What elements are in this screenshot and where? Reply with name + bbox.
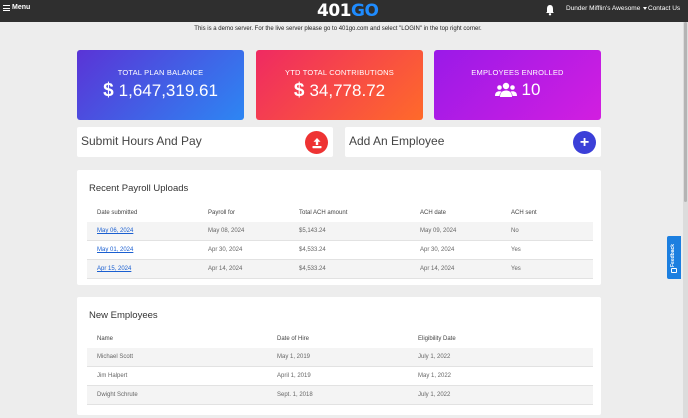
employees-enrolled-card: EMPLOYEES ENROLLED 10 (434, 50, 601, 120)
section-title: Recent Payroll Uploads (89, 183, 189, 194)
add-employee-label: Add An Employee (349, 134, 445, 148)
logo-text-401: 401 (317, 1, 352, 21)
table-row: Apr 15, 2024 Apr 14, 2024 $4,533.24 Apr … (87, 260, 593, 279)
payroll-for: Apr 30, 2024 (208, 247, 243, 253)
stat-title: YTD TOTAL CONTRIBUTIONS (285, 68, 394, 77)
eligibility-date: July 1, 2022 (418, 392, 451, 398)
ach-sent: Yes (511, 266, 521, 272)
table-row: May 01, 2024 Apr 30, 2024 $4,533.24 Apr … (87, 241, 593, 260)
section-title: New Employees (89, 310, 158, 321)
menu-button[interactable]: Menu (3, 4, 30, 11)
date-submitted-link[interactable]: Apr 15, 2024 (97, 266, 132, 272)
stat-value-row: $ 1,647,319.61 (77, 80, 244, 102)
submit-hours-label: Submit Hours And Pay (81, 134, 202, 148)
app-logo[interactable]: 401GO (317, 1, 379, 21)
stat-title: EMPLOYEES ENROLLED (471, 68, 564, 77)
scrollbar-thumb[interactable] (684, 22, 687, 202)
table-header: Date submitted Payroll for Total ACH amo… (87, 204, 593, 223)
stat-value: 10 (521, 80, 541, 99)
recent-payroll-uploads-card: Recent Payroll Uploads Date submitted Pa… (77, 170, 601, 285)
menu-label: Menu (12, 4, 31, 11)
eligibility-date: May 1, 2022 (418, 373, 452, 379)
logo-text-go: GO (351, 1, 379, 21)
table-row: Michael Scott May 1, 2019 July 1, 2022 (87, 348, 593, 367)
menu-icon (3, 4, 10, 11)
column-header: ACH sent (511, 210, 537, 216)
table-header: Name Date of Hire Eligibility Date (87, 330, 593, 349)
add-employee-card[interactable]: Add An Employee + (345, 127, 601, 157)
column-header: Date of Hire (277, 336, 310, 342)
total-plan-balance-card: TOTAL PLAN BALANCE $ 1,647,319.61 (77, 50, 244, 120)
add-employee-button[interactable]: + (573, 131, 596, 154)
top-navbar: Menu 401GO Dunder Mifflin's Awesome Cont… (0, 0, 688, 22)
new-employees-card: New Employees Name Date of Hire Eligibil… (77, 297, 601, 415)
column-header: Eligibility Date (418, 336, 456, 342)
column-header: ACH date (420, 210, 447, 216)
ach-amount: $4,533.24 (299, 266, 326, 272)
feedback-tab[interactable]: Feedback (667, 236, 681, 279)
ytd-contributions-card: YTD TOTAL CONTRIBUTIONS $ 34,778.72 (256, 50, 423, 120)
feedback-label: Feedback (670, 243, 676, 267)
employee-name: Dwight Schrute (97, 392, 138, 398)
company-label: Dunder Mifflin's Awesome (566, 5, 641, 12)
ach-date: May 09, 2024 (420, 228, 457, 234)
users-icon (494, 82, 517, 97)
ach-amount: $5,143.24 (299, 228, 326, 234)
payroll-for: Apr 14, 2024 (208, 266, 243, 272)
bell-icon[interactable] (545, 4, 555, 16)
feedback-icon (671, 268, 677, 273)
stat-value-row: $ 34,778.72 (256, 80, 423, 102)
dollar-icon: $ (103, 80, 114, 101)
column-header: Payroll for (208, 210, 236, 216)
table-row: Jim Halpert April 1, 2019 May 1, 2022 (87, 367, 593, 386)
hire-date: April 1, 2019 (277, 373, 311, 379)
plus-icon: + (579, 133, 590, 151)
hire-date: May 1, 2019 (277, 354, 311, 360)
table-row: Dwight Schrute Sept. 1, 2018 July 1, 202… (87, 386, 593, 405)
employee-name: Michael Scott (97, 354, 134, 360)
scrollbar-track[interactable] (683, 22, 688, 418)
column-header: Total ACH amount (299, 210, 348, 216)
column-header: Date submitted (97, 210, 138, 216)
ach-sent: No (511, 228, 519, 234)
stat-value-row: 10 (434, 80, 601, 100)
submit-hours-button[interactable] (305, 131, 328, 154)
chevron-down-icon (643, 6, 648, 10)
submit-hours-card[interactable]: Submit Hours And Pay (77, 127, 333, 157)
column-header: Name (97, 336, 114, 342)
stat-value: 1,647,319.61 (118, 81, 218, 100)
ach-amount: $4,533.24 (299, 247, 326, 253)
stat-title: TOTAL PLAN BALANCE (117, 68, 204, 77)
demo-server-notice: This is a demo server. For the live serv… (194, 26, 482, 32)
ach-date: Apr 30, 2024 (420, 247, 455, 253)
hire-date: Sept. 1, 2018 (277, 392, 313, 398)
eligibility-date: July 1, 2022 (418, 354, 451, 360)
ach-sent: Yes (511, 247, 521, 253)
employee-name: Jim Halpert (97, 373, 128, 379)
date-submitted-link[interactable]: May 01, 2024 (97, 247, 134, 253)
table-row: May 06, 2024 May 08, 2024 $5,143.24 May … (87, 222, 593, 241)
ach-date: Apr 14, 2024 (420, 266, 455, 272)
dollar-icon: $ (293, 80, 305, 101)
stat-value: 34,778.72 (309, 81, 386, 100)
upload-icon (312, 137, 321, 148)
company-dropdown[interactable]: Dunder Mifflin's Awesome (566, 5, 648, 12)
date-submitted-link[interactable]: May 06, 2024 (97, 228, 134, 234)
contact-us-link[interactable]: Contact Us (648, 5, 681, 12)
payroll-for: May 08, 2024 (208, 228, 245, 234)
